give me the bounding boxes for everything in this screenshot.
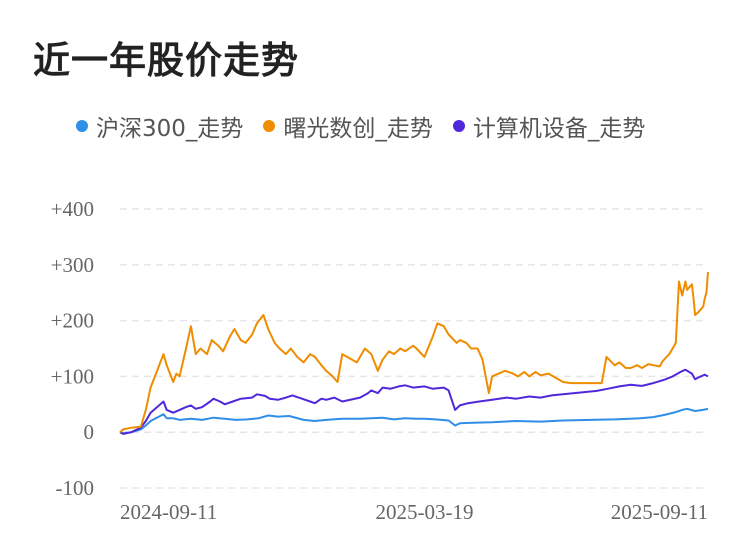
x-tick-label: 2024-09-11 <box>120 500 217 524</box>
legend-label-hs300: 沪深300_走势 <box>96 116 244 142</box>
series-line-2 <box>119 368 709 435</box>
legend-dot-sugon <box>263 120 276 132</box>
legend-dot-hs300 <box>76 120 88 132</box>
y-tick-label: +400 <box>51 197 94 221</box>
y-tick-label: +100 <box>51 364 94 388</box>
series-line-1 <box>119 272 709 433</box>
page-title: 近一年股价走势 <box>33 39 299 82</box>
legend-label-sugon: 曙光数创_走势 <box>283 116 433 142</box>
y-tick-label: -100 <box>56 476 95 500</box>
y-tick-label: +300 <box>51 253 94 277</box>
legend-item-computer-equipment[interactable]: 计算机设备_走势 <box>452 109 646 143</box>
legend-label-computer-equipment: 计算机设备_走势 <box>472 116 646 142</box>
series-line-0 <box>119 407 709 435</box>
legend-dot-computer-equipment <box>452 120 465 132</box>
x-tick-label: 2025-09-11 <box>611 500 708 524</box>
y-tick-label: 0 <box>84 420 95 444</box>
x-tick-label: 2025-03-19 <box>375 500 473 524</box>
legend-item-sugon[interactable]: 曙光数创_走势 <box>263 109 433 143</box>
y-tick-label: +200 <box>51 309 94 333</box>
chart-legend: 沪深300_走势 曙光数创_走势 计算机设备_走势 <box>76 109 645 143</box>
legend-item-hs300[interactable]: 沪深300_走势 <box>76 109 243 143</box>
